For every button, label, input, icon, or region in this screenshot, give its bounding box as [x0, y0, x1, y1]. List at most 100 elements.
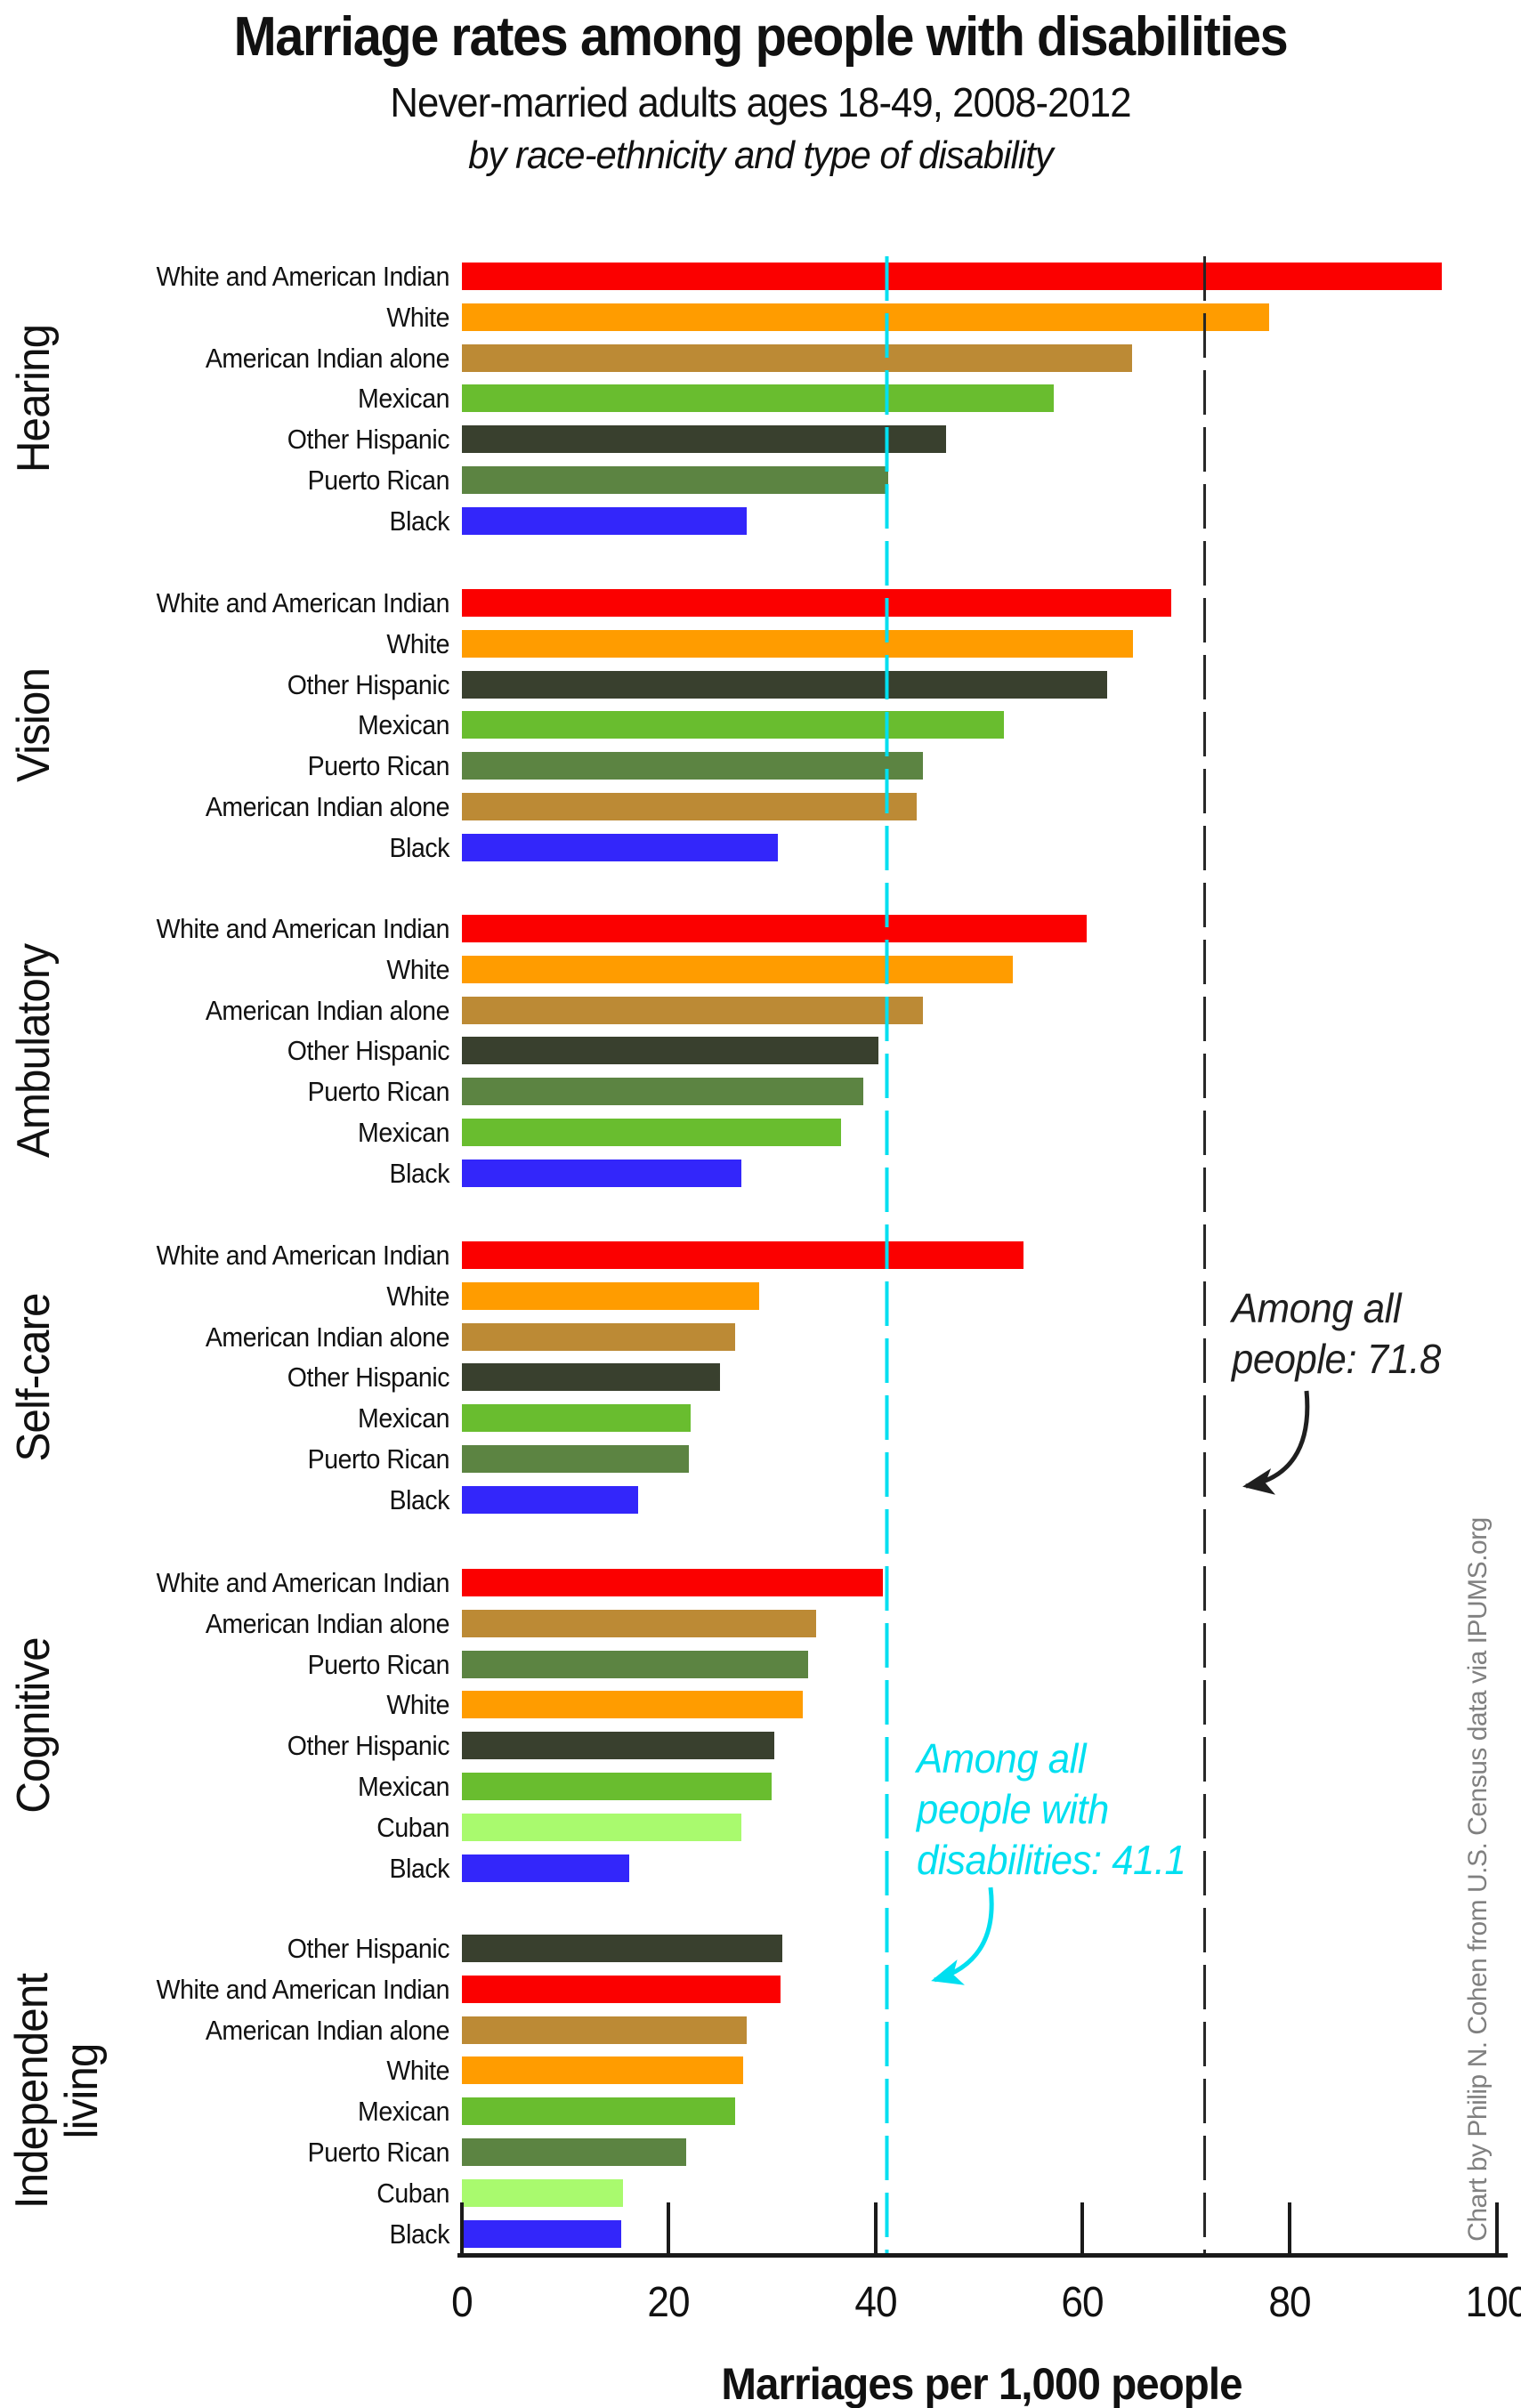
x-axis-tick-label-40: 40 — [854, 2279, 897, 2326]
row-label-other-hispanic: Other Hispanic — [287, 1933, 450, 1964]
row-label-other-hispanic: Other Hispanic — [287, 668, 450, 700]
annotation-all-people: Among all people: 71.8 — [1232, 1283, 1452, 1385]
row-label-black: Black — [389, 1852, 450, 1884]
bar-vision-white — [461, 629, 1134, 658]
bar-hearing-other-hispanic — [461, 425, 946, 454]
bar-hearing-white — [461, 303, 1269, 331]
row-label-white: White — [386, 1689, 449, 1721]
bar-self-care-white — [461, 1281, 760, 1310]
annotation-disabilities-line1: Among all — [917, 1735, 1087, 1782]
bar-self-care-other-hispanic — [461, 1363, 721, 1392]
bar-vision-puerto-rican — [461, 752, 924, 780]
row-label-mexican: Mexican — [358, 1402, 449, 1434]
row-label-cuban: Cuban — [376, 1811, 449, 1843]
row-label-puerto-rican: Puerto Rican — [307, 1648, 450, 1680]
bar-cognitive-white — [461, 1691, 804, 1719]
row-label-american-indian-alone: American Indian alone — [205, 1607, 450, 1639]
row-label-other-hispanic: Other Hispanic — [287, 1362, 450, 1394]
annotation-all-people-line2: people: 71.8 — [1232, 1336, 1441, 1382]
bar-hearing-black — [461, 506, 748, 535]
row-label-mexican: Mexican — [358, 709, 449, 741]
annotation-disabilities: Among all people with disabilities: 41.1 — [917, 1733, 1200, 1886]
row-label-black: Black — [389, 1157, 450, 1189]
annotation-disabilities-line2: people with — [917, 1786, 1109, 1832]
bar-independent-living-white-and-american-indian — [461, 1975, 781, 2003]
x-axis-tick-label-60: 60 — [1061, 2279, 1104, 2326]
row-label-white-and-american-indian: White and American Indian — [156, 587, 450, 618]
row-label-white-and-american-indian: White and American Indian — [156, 1973, 450, 2005]
bar-self-care-black — [461, 1485, 639, 1514]
bar-independent-living-mexican — [461, 2097, 735, 2126]
row-label-puerto-rican: Puerto Rican — [307, 750, 450, 782]
row-label-black: Black — [389, 2218, 450, 2250]
annotation-disabilities-line3: disabilities: 41.1 — [917, 1837, 1186, 1883]
row-label-american-indian-alone: American Indian alone — [205, 994, 450, 1026]
row-label-black: Black — [389, 505, 450, 537]
bar-vision-other-hispanic — [461, 670, 1108, 699]
x-axis-tick-60 — [1080, 2202, 1085, 2253]
row-label-puerto-rican: Puerto Rican — [307, 1443, 450, 1475]
bar-hearing-white-and-american-indian — [461, 263, 1442, 290]
arrow-to-disabilities-line-icon — [931, 1887, 994, 1985]
row-label-mexican: Mexican — [358, 1771, 449, 1802]
row-label-white: White — [386, 301, 449, 333]
bar-ambulatory-other-hispanic — [461, 1037, 879, 1065]
row-label-white-and-american-indian: White and American Indian — [156, 1567, 450, 1598]
annotation-all-people-line1: Among all — [1232, 1285, 1402, 1331]
row-label-american-indian-alone: American Indian alone — [205, 791, 450, 822]
row-label-black: Black — [389, 831, 450, 863]
row-label-white: White — [386, 2055, 449, 2087]
x-axis-tick-40 — [873, 2202, 878, 2253]
row-label-black: Black — [389, 1483, 450, 1515]
x-axis-tick-label-20: 20 — [647, 2279, 690, 2326]
page-subtitle-detail: by race-ethnicity and type of disability — [468, 133, 1054, 177]
bar-ambulatory-american-indian-alone — [461, 996, 924, 1024]
bar-hearing-puerto-rican — [461, 466, 888, 494]
row-label-american-indian-alone: American Indian alone — [205, 2014, 450, 2046]
row-label-white-and-american-indian: White and American Indian — [156, 1240, 450, 1271]
row-label-mexican: Mexican — [358, 383, 449, 415]
bar-cognitive-white-and-american-indian — [461, 1569, 883, 1596]
group-label-line: Independent — [6, 1973, 58, 2209]
bar-independent-living-american-indian-alone — [461, 2016, 748, 2044]
row-label-american-indian-alone: American Indian alone — [205, 1321, 450, 1353]
bar-vision-white-and-american-indian — [461, 589, 1172, 617]
bar-cognitive-cuban — [461, 1813, 741, 1841]
row-label-white: White — [386, 1280, 449, 1312]
row-label-white-and-american-indian: White and American Indian — [156, 913, 450, 944]
row-label-white: White — [386, 627, 449, 659]
arrow-to-all-people-line-icon — [1242, 1390, 1310, 1495]
row-label-mexican: Mexican — [358, 2096, 449, 2128]
bar-independent-living-cuban — [461, 2178, 623, 2207]
x-axis-tick-0 — [459, 2202, 464, 2253]
group-label-line: living — [56, 2043, 108, 2139]
bar-ambulatory-white-and-american-indian — [461, 915, 1087, 942]
bar-hearing-american-indian-alone — [461, 343, 1133, 372]
bar-vision-mexican — [461, 711, 1004, 739]
page-subtitle: Never-married adults ages 18-49, 2008-20… — [390, 79, 1131, 125]
bar-vision-black — [461, 833, 779, 861]
bar-ambulatory-mexican — [461, 1119, 842, 1146]
bar-self-care-puerto-rican — [461, 1445, 690, 1473]
bar-cognitive-black — [461, 1854, 629, 1882]
bar-cognitive-other-hispanic — [461, 1732, 774, 1760]
bar-self-care-american-indian-alone — [461, 1322, 735, 1351]
row-label-white-and-american-indian: White and American Indian — [156, 261, 450, 292]
x-axis-line — [457, 2253, 1508, 2258]
bar-cognitive-puerto-rican — [461, 1650, 809, 1678]
row-label-puerto-rican: Puerto Rican — [307, 465, 450, 496]
bar-ambulatory-puerto-rican — [461, 1078, 863, 1106]
x-axis-tick-80 — [1287, 2202, 1291, 2253]
row-label-white: White — [386, 953, 449, 985]
x-axis-tick-label-100: 100 — [1465, 2279, 1521, 2326]
x-axis-title: Marriages per 1,000 people — [721, 2359, 1242, 2408]
row-label-other-hispanic: Other Hispanic — [287, 424, 450, 456]
bar-vision-american-indian-alone — [461, 793, 918, 820]
page-title: Marriage rates among people with disabil… — [233, 6, 1289, 68]
row-label-puerto-rican: Puerto Rican — [307, 2137, 450, 2168]
bar-ambulatory-black — [461, 1159, 741, 1187]
row-label-american-indian-alone: American Indian alone — [205, 342, 450, 374]
bar-hearing-mexican — [461, 384, 1054, 413]
x-axis-tick-20 — [667, 2202, 671, 2253]
